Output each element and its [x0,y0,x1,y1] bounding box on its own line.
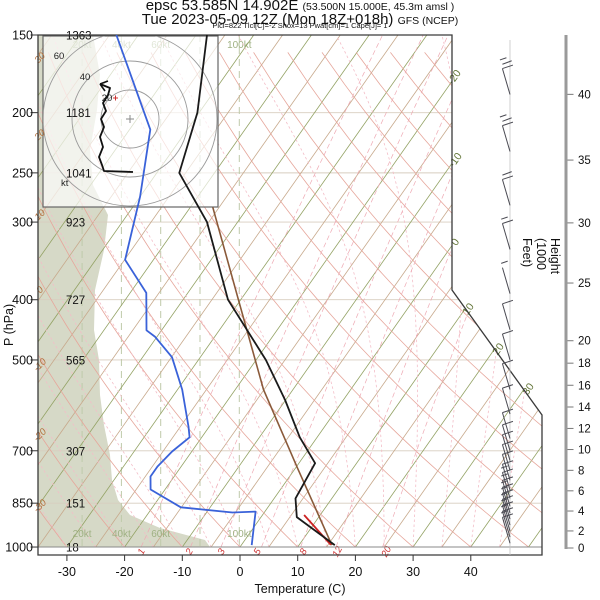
height-tick-label: 35 [578,155,591,167]
geopotential-height-label: 727 [66,295,85,307]
hodograph-origin-cross-icon [126,115,134,123]
hodograph-ring-label: 40 [80,72,91,83]
mixing-ratio-label: 3 [216,546,229,556]
height-tick-label: 8 [578,465,584,477]
geopotential-height-label: 1181 [66,108,91,120]
mixing-ratio-label: 20 [379,544,394,560]
wind-speed-scale-label-bottom: 100kt [227,529,252,540]
sounding-curves [115,34,336,546]
height-tick-label: 40 [578,89,591,101]
station-grid-elevation: (53.500N 15.000E, 45.3m amsl ) [302,1,455,13]
model-name: GFS (NCEP) [397,15,459,27]
parcel-path-curve [212,207,333,546]
hodograph-unit-label: kt [61,178,69,189]
geopotential-height-label: 1363 [66,31,92,43]
height-tick-label: 14 [578,402,591,414]
mixing-ratio-label: 2 [183,546,196,557]
height-tick-label: 20 [578,336,591,348]
title-line-station: epsc 53.585N 14.902E (53.500N 15.000E, 4… [0,0,600,14]
isotherm-label-right: -20 [445,67,464,86]
mixing-ratio-label: 12 [330,544,345,559]
pressure-tick-label: 700 [12,444,33,458]
pressure-tick-label: 850 [12,497,33,511]
wind-speed-scale-label-bottom: 20kt [73,529,92,540]
temperature-tick-label: 0 [237,565,244,579]
dewpoint-curve [115,34,257,546]
station-id-coords: epsc 53.585N 14.902E [145,0,299,14]
hodograph-ring-label: 60 [54,51,65,62]
mixing-ratio-label: 1 [136,547,148,557]
temperature-tick-label: -30 [58,565,76,579]
hodograph-ring-label: 20 [102,93,113,104]
hodograph-arrowhead-icon [99,80,109,92]
temperature-tick-label: 40 [464,565,478,579]
height-tick-label: 10 [578,445,591,457]
wind-barbs [499,57,514,544]
geopotential-height-label: 18 [66,543,79,555]
hodograph-ring [43,36,218,207]
temperature-axis-label: Temperature (C) [254,582,346,596]
geopotential-height-label: 1041 [66,168,92,180]
temperature-tick-label: 10 [291,565,305,579]
height-tick-label: 0 [578,543,584,555]
height-tick-label: 16 [578,380,591,392]
valid-time: Tue 2023-05-09 12Z (Mon 18Z+018h) [141,11,394,28]
temperature-curve [178,34,336,546]
height-tick-label: 18 [578,358,591,370]
geopotential-height-label: 307 [66,446,85,458]
geopotential-height-label: 923 [66,218,85,230]
pressure-tick-label: 250 [12,166,33,180]
height-tick-label: 12 [578,423,591,435]
height-tick-label: 30 [578,218,591,230]
geopotential-height-label: 565 [66,355,85,367]
wind-speed-scale-label-bottom: 60kt [151,529,170,540]
pressure-tick-label: 500 [12,353,33,367]
height-tick-label: 2 [578,526,584,538]
plot-border [37,34,543,556]
pressure-tick-label: 1000 [5,541,33,555]
geopotential-height-label: 151 [66,499,85,511]
height-tick-label: 4 [578,506,585,518]
height-axis-label: Height (1000 Feet) [520,238,562,275]
mixing-ratio-label: 5 [252,546,265,556]
mixing-ratio-label: 8 [298,546,311,556]
title-line-time: Tue 2023-05-09 12Z (Mon 18Z+018h) GFS (N… [0,11,600,28]
pressure-tick-label: 300 [12,216,33,230]
temperature-tick-label: -10 [173,565,191,579]
hodograph-inset: 20 40 60 kt [42,35,219,208]
temperature-tick-label: 30 [406,565,420,579]
wind-speed-scale-label-bottom: 40kt [112,529,131,540]
wind-speed-scale-label-top: 100kt [227,40,252,51]
height-tick-label: 6 [578,486,584,498]
stability-indices: Plcl=822 Tlcl[C]=-2 Shox=13 Pwat[cm]=1 C… [212,21,388,30]
pressure-tick-label: 150 [12,29,33,43]
temperature-tick-label: -20 [116,565,134,579]
pressure-tick-label: 200 [12,106,33,120]
isotherm-label-right: 10 [460,301,477,318]
hodograph-ring [71,60,189,178]
isotherm-label-right: 0 [449,236,462,248]
pressure-tick-label: 400 [12,293,33,307]
temperature-tick-label: 20 [348,565,362,579]
hodograph-trace [98,83,134,173]
height-tick-label: 25 [578,278,591,290]
storm-motion-marker-icon [113,95,118,101]
pressure-axis-label: P (hPa) [2,303,16,346]
